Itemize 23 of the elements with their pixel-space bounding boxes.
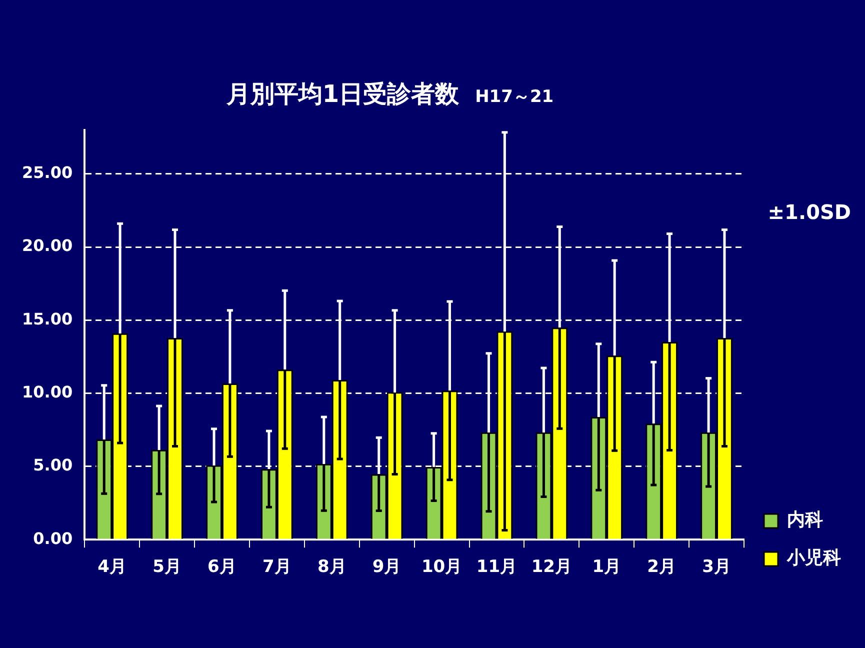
x-tick-label: 12月 xyxy=(531,557,572,578)
x-tick-label: 3月 xyxy=(702,557,731,578)
x-tick-label: 11月 xyxy=(476,557,518,578)
x-tick-label: 9月 xyxy=(372,557,402,578)
x-tick-label: 10月 xyxy=(421,557,462,578)
x-tick-label: 5月 xyxy=(152,557,182,578)
y-tick-label: 25.00 xyxy=(22,163,73,182)
legend-label: 小児科 xyxy=(786,548,841,569)
y-tick-label: 5.00 xyxy=(33,456,73,475)
x-tick-label: 2月 xyxy=(647,557,676,578)
x-tick-label: 8月 xyxy=(317,557,346,578)
y-tick-label: 20.00 xyxy=(22,236,73,256)
x-tick-label: 4月 xyxy=(98,557,127,578)
chart-title: 月別平均1日受診者数 xyxy=(226,80,460,108)
x-tick-label: 1月 xyxy=(592,557,622,578)
chart-subtitle: H17～21 xyxy=(475,87,554,107)
y-tick-label: 15.00 xyxy=(22,309,73,328)
y-tick-label: 10.00 xyxy=(22,382,73,402)
text: ±1.0SD xyxy=(768,200,851,224)
y-tick-label: 0.00 xyxy=(33,528,73,548)
x-tick-label: 7月 xyxy=(262,557,292,578)
legend-label: 内科 xyxy=(787,510,823,531)
x-tick-label: 6月 xyxy=(208,557,236,578)
